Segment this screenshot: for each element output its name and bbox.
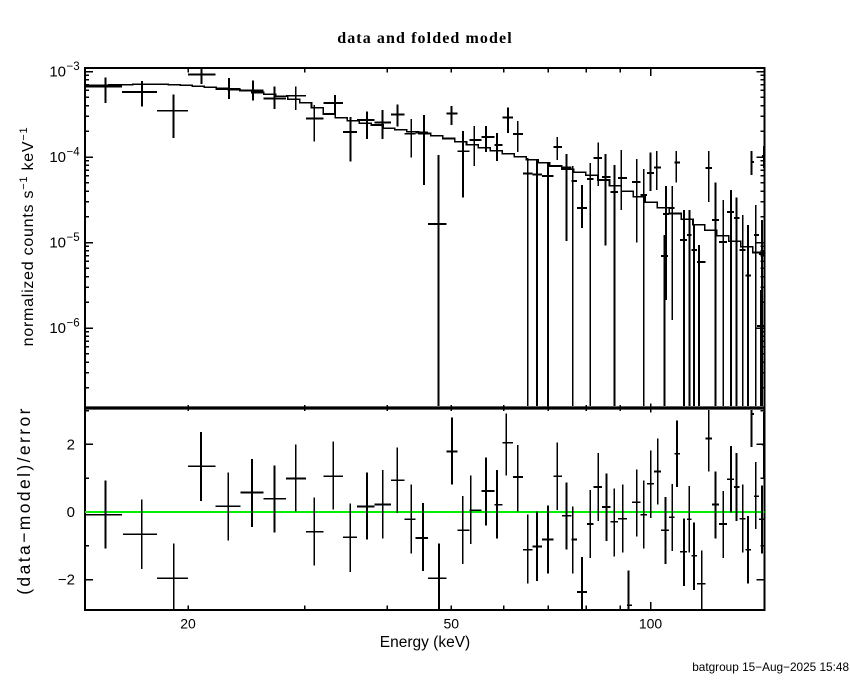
svg-text:10: 10 bbox=[49, 64, 66, 81]
svg-text:(data−model)/error: (data−model)/error bbox=[14, 406, 34, 595]
svg-text:normalized counts s−1 keV−1: normalized counts s−1 keV−1 bbox=[18, 127, 37, 347]
svg-text:10: 10 bbox=[49, 320, 66, 337]
svg-text:20: 20 bbox=[180, 616, 196, 632]
svg-text:−5: −5 bbox=[67, 232, 80, 244]
svg-text:10: 10 bbox=[49, 235, 66, 252]
svg-text:50: 50 bbox=[444, 616, 460, 632]
svg-text:0: 0 bbox=[67, 504, 75, 521]
svg-text:−4: −4 bbox=[67, 147, 81, 159]
svg-text:10: 10 bbox=[49, 149, 66, 166]
svg-text:−2: −2 bbox=[58, 572, 75, 589]
svg-text:Energy (keV): Energy (keV) bbox=[380, 634, 470, 651]
svg-text:data and folded model: data and folded model bbox=[337, 30, 513, 47]
svg-text:batgroup 15−Aug−2025 15:48: batgroup 15−Aug−2025 15:48 bbox=[692, 660, 849, 674]
svg-text:100: 100 bbox=[639, 616, 663, 632]
svg-text:−6: −6 bbox=[67, 318, 80, 330]
svg-text:2: 2 bbox=[67, 436, 75, 453]
svg-text:−3: −3 bbox=[67, 61, 80, 73]
